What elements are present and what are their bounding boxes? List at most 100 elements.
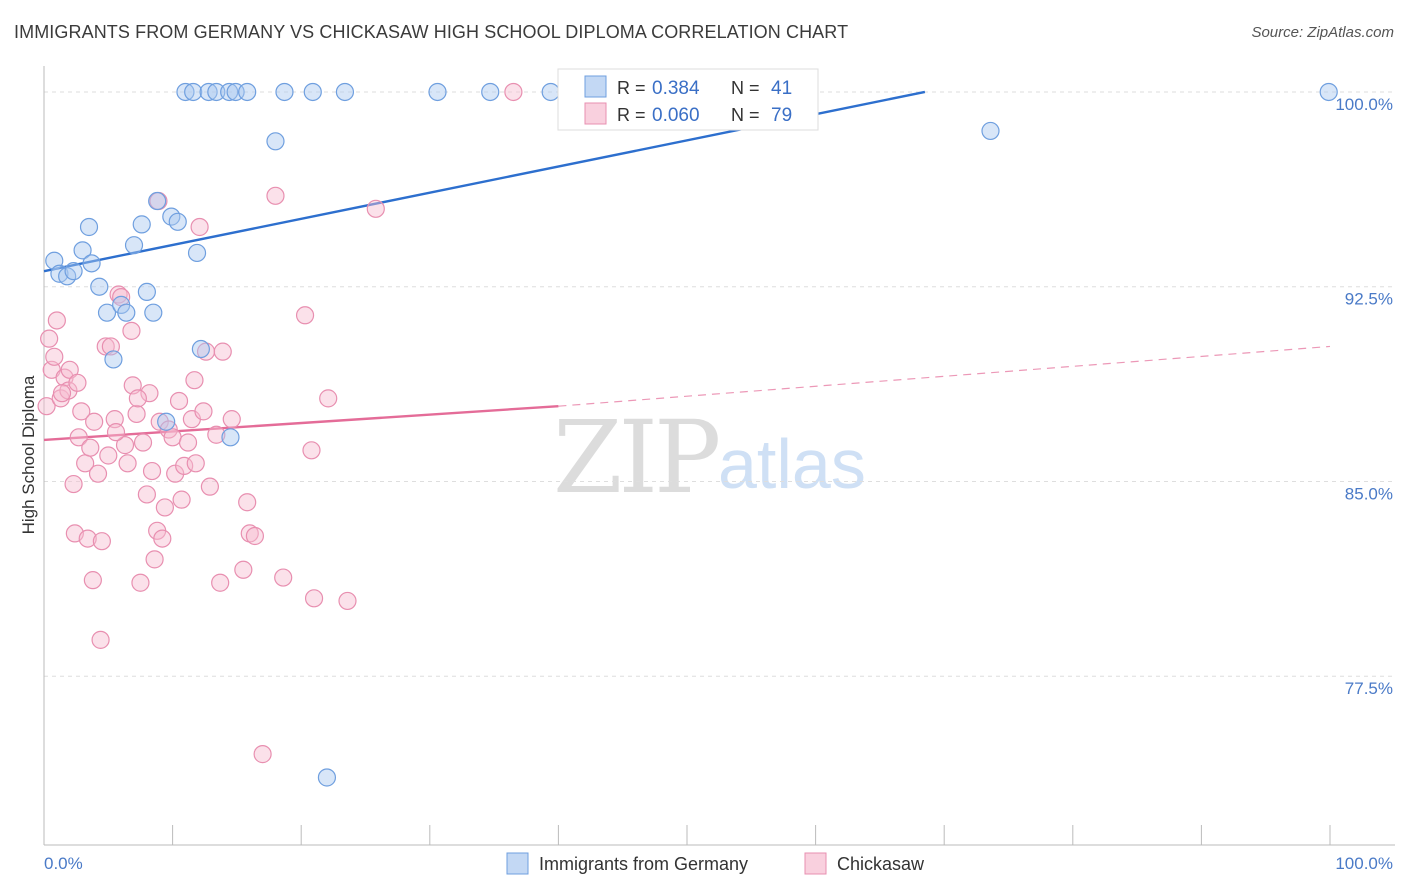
point-chickasaw — [240, 524, 259, 543]
point-chickasaw — [68, 373, 87, 392]
trend-line-chickasaw — [43, 404, 559, 442]
point-germany — [176, 82, 195, 102]
point-chickasaw — [40, 329, 59, 348]
point-chickasaw — [155, 498, 174, 517]
point-germany — [73, 241, 92, 260]
legend-swatch-chickasaw — [584, 102, 607, 125]
point-germany — [187, 243, 207, 263]
point-chickasaw — [115, 436, 135, 455]
point-germany — [428, 82, 447, 102]
point-chickasaw — [172, 490, 191, 509]
point-germany — [117, 303, 136, 322]
point-chickasaw — [85, 412, 104, 431]
point-chickasaw — [92, 532, 111, 551]
point-germany — [981, 121, 1000, 141]
data-points — [37, 82, 1338, 787]
point-chickasaw — [504, 82, 523, 102]
legend-r-value-germany: 0.384 — [652, 78, 700, 99]
point-chickasaw — [222, 410, 241, 429]
trend-line-chickasaw-extension — [558, 345, 1331, 407]
point-chickasaw — [185, 371, 204, 390]
watermark: ZIP atlas — [553, 399, 866, 516]
point-chickasaw — [194, 402, 213, 421]
point-germany — [82, 254, 101, 273]
point-chickasaw — [131, 573, 150, 592]
point-chickasaw — [304, 589, 324, 608]
point-chickasaw — [163, 428, 182, 447]
point-chickasaw — [83, 571, 102, 590]
point-germany — [317, 768, 337, 787]
series-legend-label-chickasaw: Chickasaw — [837, 854, 925, 874]
point-chickasaw — [81, 438, 100, 457]
point-chickasaw — [105, 410, 124, 429]
point-chickasaw — [207, 425, 226, 444]
y-axis-title: High School Diploma — [19, 375, 38, 534]
point-chickasaw — [45, 347, 64, 366]
point-chickasaw — [319, 389, 338, 408]
point-chickasaw — [128, 389, 147, 408]
chart-title: IMMIGRANTS FROM GERMANY VS CHICKASAW HIG… — [14, 22, 849, 42]
y-tick-label: 92.5% — [1345, 290, 1393, 309]
point-chickasaw — [238, 493, 257, 512]
point-chickasaw — [175, 456, 194, 475]
point-germany — [79, 217, 99, 237]
x-tick-label: 0.0% — [44, 854, 83, 873]
series-legend-swatch-germany — [506, 852, 529, 875]
gridlines — [44, 91, 1395, 677]
point-germany — [220, 82, 239, 102]
point-germany — [1319, 82, 1338, 102]
point-germany — [184, 82, 203, 102]
y-tick-label: 100.0% — [1335, 95, 1393, 114]
point-germany — [191, 339, 210, 359]
legend-n-value-germany: 41 — [771, 78, 792, 99]
series-legend-swatch-chickasaw — [804, 852, 827, 875]
point-chickasaw — [178, 433, 198, 452]
series-legend: Immigrants from Germany Chickasaw — [506, 852, 925, 875]
point-germany — [335, 82, 355, 102]
trend-lines — [43, 90, 1331, 442]
point-chickasaw — [52, 384, 72, 403]
point-chickasaw — [253, 745, 272, 764]
legend-n-label-chickasaw: N = — [731, 105, 760, 125]
point-chickasaw — [78, 529, 97, 548]
point-chickasaw — [234, 560, 253, 579]
point-chickasaw — [274, 568, 293, 587]
point-chickasaw — [153, 529, 172, 548]
point-chickasaw — [47, 311, 66, 330]
x-tick-label: 100.0% — [1335, 854, 1393, 873]
watermark-zip: ZIP — [553, 399, 718, 516]
point-chickasaw — [302, 441, 321, 460]
point-chickasaw — [133, 433, 153, 452]
point-chickasaw — [122, 321, 141, 340]
point-chickasaw — [118, 454, 137, 473]
point-germany — [148, 191, 167, 211]
point-chickasaw — [213, 342, 232, 361]
tick-labels: 100.0% 92.5% 85.0% 77.5% 0.0% 100.0% — [44, 95, 1393, 873]
point-chickasaw — [37, 397, 56, 416]
point-chickasaw — [72, 402, 91, 421]
point-germany — [144, 303, 163, 322]
point-chickasaw — [142, 461, 162, 481]
point-germany — [221, 428, 240, 447]
point-germany — [481, 82, 500, 102]
point-germany — [104, 350, 123, 369]
point-chickasaw — [127, 404, 146, 424]
axes — [43, 66, 1395, 846]
point-chickasaw — [64, 474, 83, 494]
point-chickasaw — [266, 186, 285, 205]
point-germany — [266, 132, 285, 151]
chart-source: Source: ZipAtlas.com — [1251, 24, 1394, 41]
legend-swatch-germany — [584, 75, 607, 98]
legend-r-label-germany: R = — [617, 78, 646, 98]
legend-n-value-chickasaw: 79 — [771, 105, 792, 126]
point-chickasaw — [137, 485, 156, 504]
correlation-legend: R = 0.384 N = 41 R = 0.060 N = 79 — [557, 68, 819, 131]
point-chickasaw — [88, 464, 108, 483]
point-chickasaw — [190, 217, 209, 237]
point-germany — [199, 82, 218, 102]
point-germany — [238, 82, 257, 102]
point-germany — [132, 215, 151, 234]
series-legend-label-germany: Immigrants from Germany — [539, 854, 748, 874]
watermark-atlas: atlas — [718, 425, 866, 503]
